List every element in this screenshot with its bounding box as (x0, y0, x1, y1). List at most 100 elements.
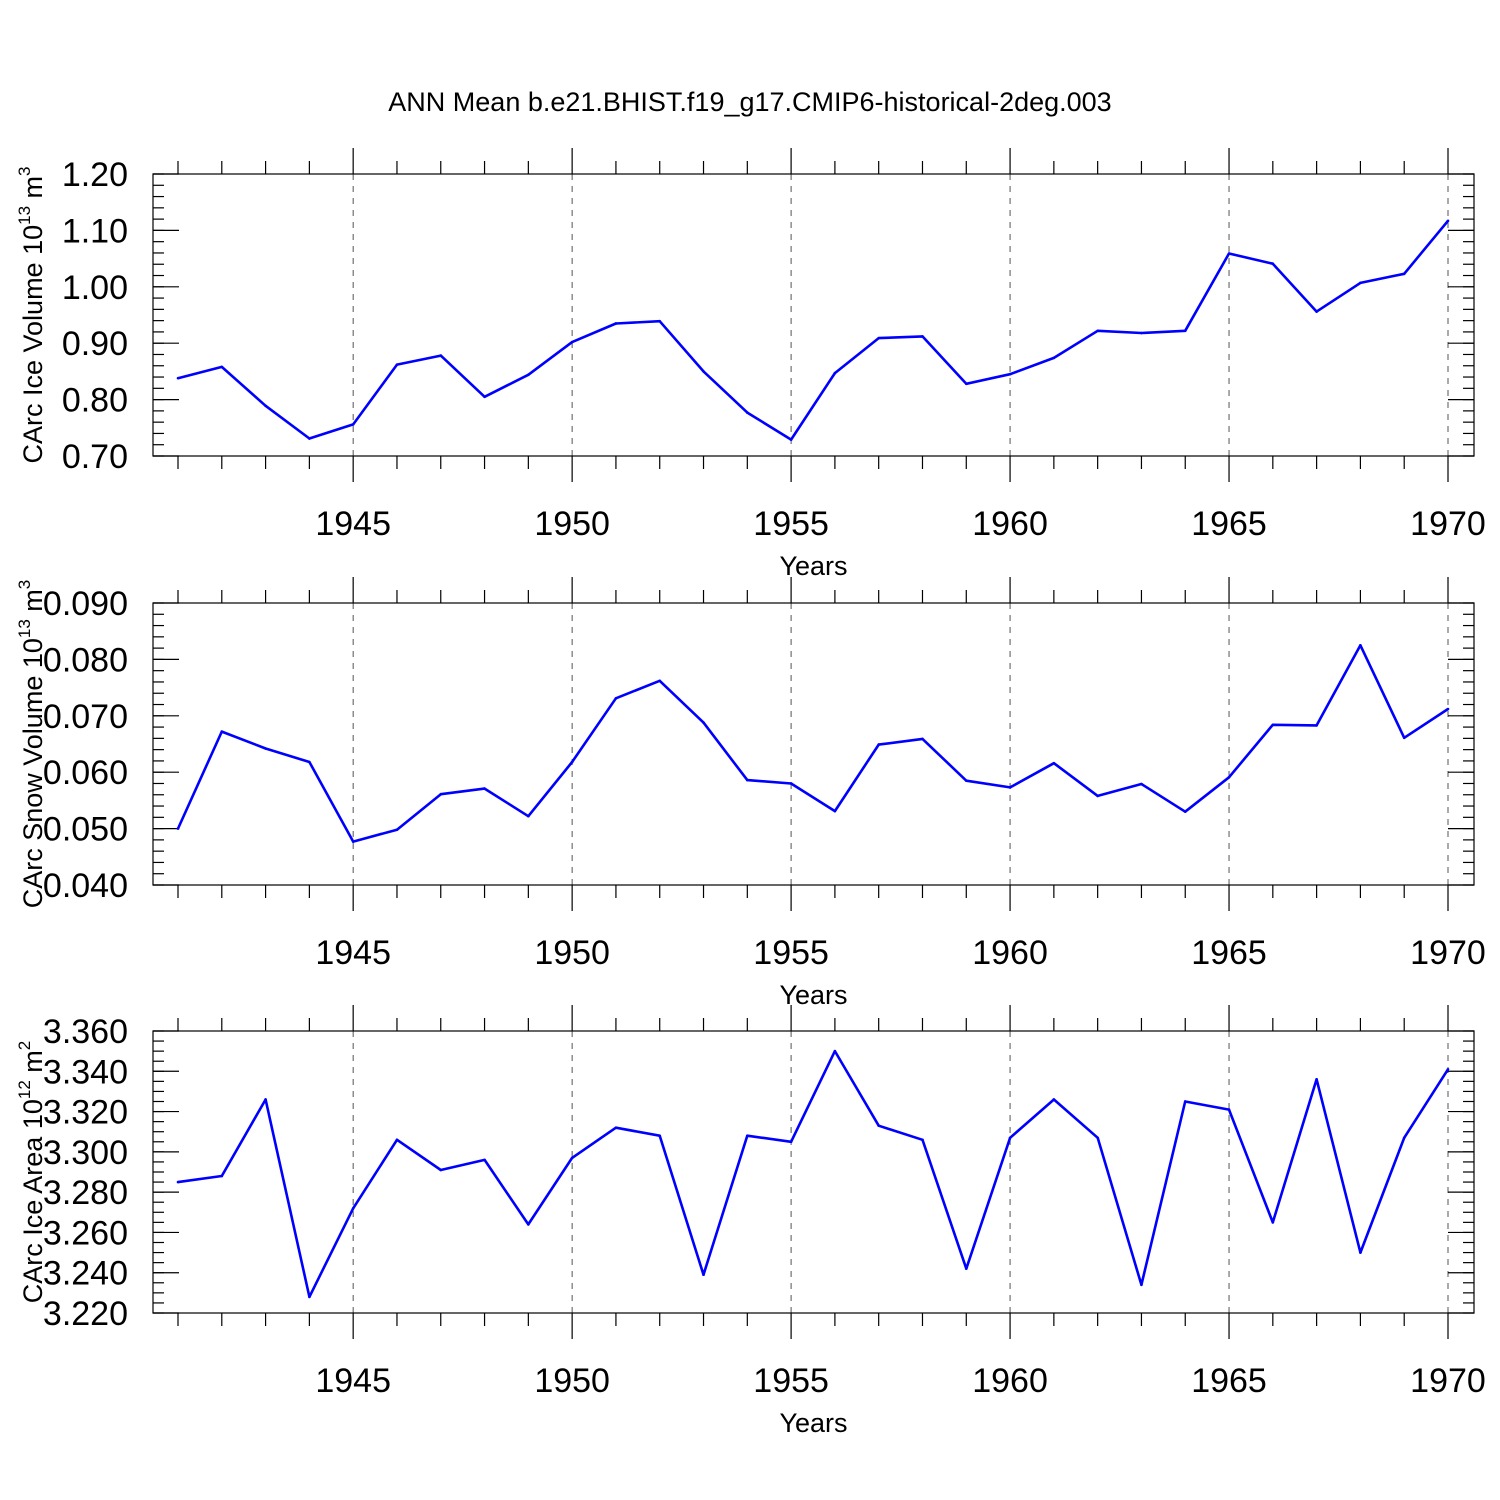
data-point (964, 779, 968, 782)
chart-title: ANN Mean b.e21.BHIST.f19_g17.CMIP6-histo… (388, 87, 1111, 117)
data-point (1227, 775, 1231, 779)
data-point (789, 438, 793, 441)
series-line (176, 643, 1449, 843)
data-point (351, 1206, 355, 1210)
x-tick-label: 1950 (534, 1362, 610, 1400)
y-axis-title-part: m (18, 589, 48, 619)
data-point (1140, 1283, 1143, 1287)
y-axis-title-part: CArc Snow Volume 10 (18, 638, 48, 908)
plot-frame (152, 173, 1475, 457)
data-point (351, 423, 355, 426)
data-point (1052, 356, 1056, 360)
y-axis-title-superscript: 2 (15, 1041, 34, 1050)
y-tick-label: 3.240 (43, 1255, 128, 1293)
data-point (176, 1180, 180, 1184)
data-point (1227, 1108, 1231, 1111)
data-point (789, 782, 793, 785)
y-tick-label: 3.260 (43, 1214, 128, 1252)
x-tick-label: 1970 (1410, 505, 1486, 543)
data-point (833, 371, 837, 375)
y-axis-title: CArc Ice Volume 1013 m3 (15, 166, 48, 463)
x-tick-label: 1955 (753, 934, 829, 972)
data-point (264, 747, 267, 750)
data-point (1359, 281, 1362, 285)
x-axis-title: Years (779, 980, 847, 1010)
data-point (395, 363, 399, 366)
x-axis-title: Years (779, 1408, 847, 1438)
data-point (1096, 794, 1099, 798)
data-point (789, 1140, 793, 1144)
y-tick-label: 0.040 (43, 867, 128, 905)
y-tick-label: 3.220 (43, 1295, 128, 1333)
data-point (351, 840, 355, 843)
y-tick-label: 3.320 (43, 1094, 128, 1132)
data-point (614, 697, 618, 700)
panel-1: 0.70 0.80 0.90 1.00 1.10 1.20 1945 1950 1955 1960… (15, 148, 1486, 581)
data-point (439, 354, 443, 357)
data-point (1052, 1098, 1056, 1101)
data-point (1315, 724, 1318, 727)
data-point (308, 760, 311, 764)
x-axis-title: Years (779, 551, 847, 581)
data-point (1008, 1136, 1012, 1140)
data-point (527, 373, 530, 377)
panel-2: 0.040 0.050 0.060 0.070 0.080 0.090 1945 1950 19… (15, 577, 1486, 1010)
panel-3: 3.2203.2403.2603.2803.3003.3203.3403.360… (15, 1005, 1486, 1438)
y-tick-label: 0.060 (43, 754, 128, 792)
data-point (1140, 782, 1143, 786)
data-point (1008, 372, 1012, 376)
data-point (176, 376, 180, 380)
data-point (395, 1138, 399, 1142)
data-point (1359, 1251, 1362, 1254)
data-point (964, 382, 968, 386)
x-tick-label: 1945 (315, 1362, 391, 1400)
data-point (220, 365, 224, 369)
data-point (702, 1273, 705, 1277)
data-point (176, 827, 180, 830)
y-axis-title-part: m (18, 176, 48, 206)
data-point (964, 1267, 968, 1270)
y-axis-title-superscript: 3 (15, 166, 34, 175)
data-point (702, 721, 705, 724)
data-point (570, 340, 574, 344)
data-point (527, 1223, 530, 1226)
data-point (1446, 1067, 1450, 1071)
y-tick-label: 1.00 (62, 269, 128, 307)
data-point (833, 809, 837, 813)
y-tick-label: 3.280 (43, 1174, 128, 1212)
data-point (570, 760, 574, 764)
data-point (702, 370, 705, 373)
data-point (1008, 786, 1012, 789)
data-point (570, 1156, 574, 1160)
y-axis-title-superscript: 13 (15, 206, 34, 225)
series-line (177, 219, 1450, 441)
data-point (1183, 810, 1187, 813)
data-point (1402, 736, 1406, 740)
y-axis-title-part: m (18, 1050, 48, 1080)
x-tick-label: 1960 (972, 934, 1048, 972)
x-tick-label: 1945 (315, 505, 391, 543)
data-point (658, 1134, 662, 1138)
y-tick-label: 0.080 (43, 641, 128, 679)
data-point (220, 730, 224, 733)
x-tick-label: 1970 (1410, 934, 1486, 972)
data-point (921, 737, 924, 741)
data-point (527, 814, 530, 818)
x-tick-label: 1955 (753, 505, 829, 543)
y-axis-title: CArc Snow Volume 1013 m3 (15, 580, 48, 909)
data-point (1227, 252, 1231, 255)
y-tick-label: 1.10 (62, 212, 128, 250)
data-point (746, 778, 749, 782)
data-point (614, 322, 618, 325)
y-axis-title-superscript: 12 (15, 1080, 34, 1099)
x-tick-label: 1970 (1410, 1362, 1486, 1400)
data-point (1096, 1136, 1099, 1140)
data-point (220, 1174, 224, 1178)
y-tick-label: 0.050 (43, 811, 128, 849)
data-point (439, 792, 443, 796)
data-point (658, 679, 662, 683)
series-line (177, 1049, 1450, 1299)
chart-panels: 0.70 0.80 0.90 1.00 1.10 1.20 1945 1950 1955 1960… (15, 148, 1486, 1438)
plot-frame (152, 1030, 1475, 1314)
